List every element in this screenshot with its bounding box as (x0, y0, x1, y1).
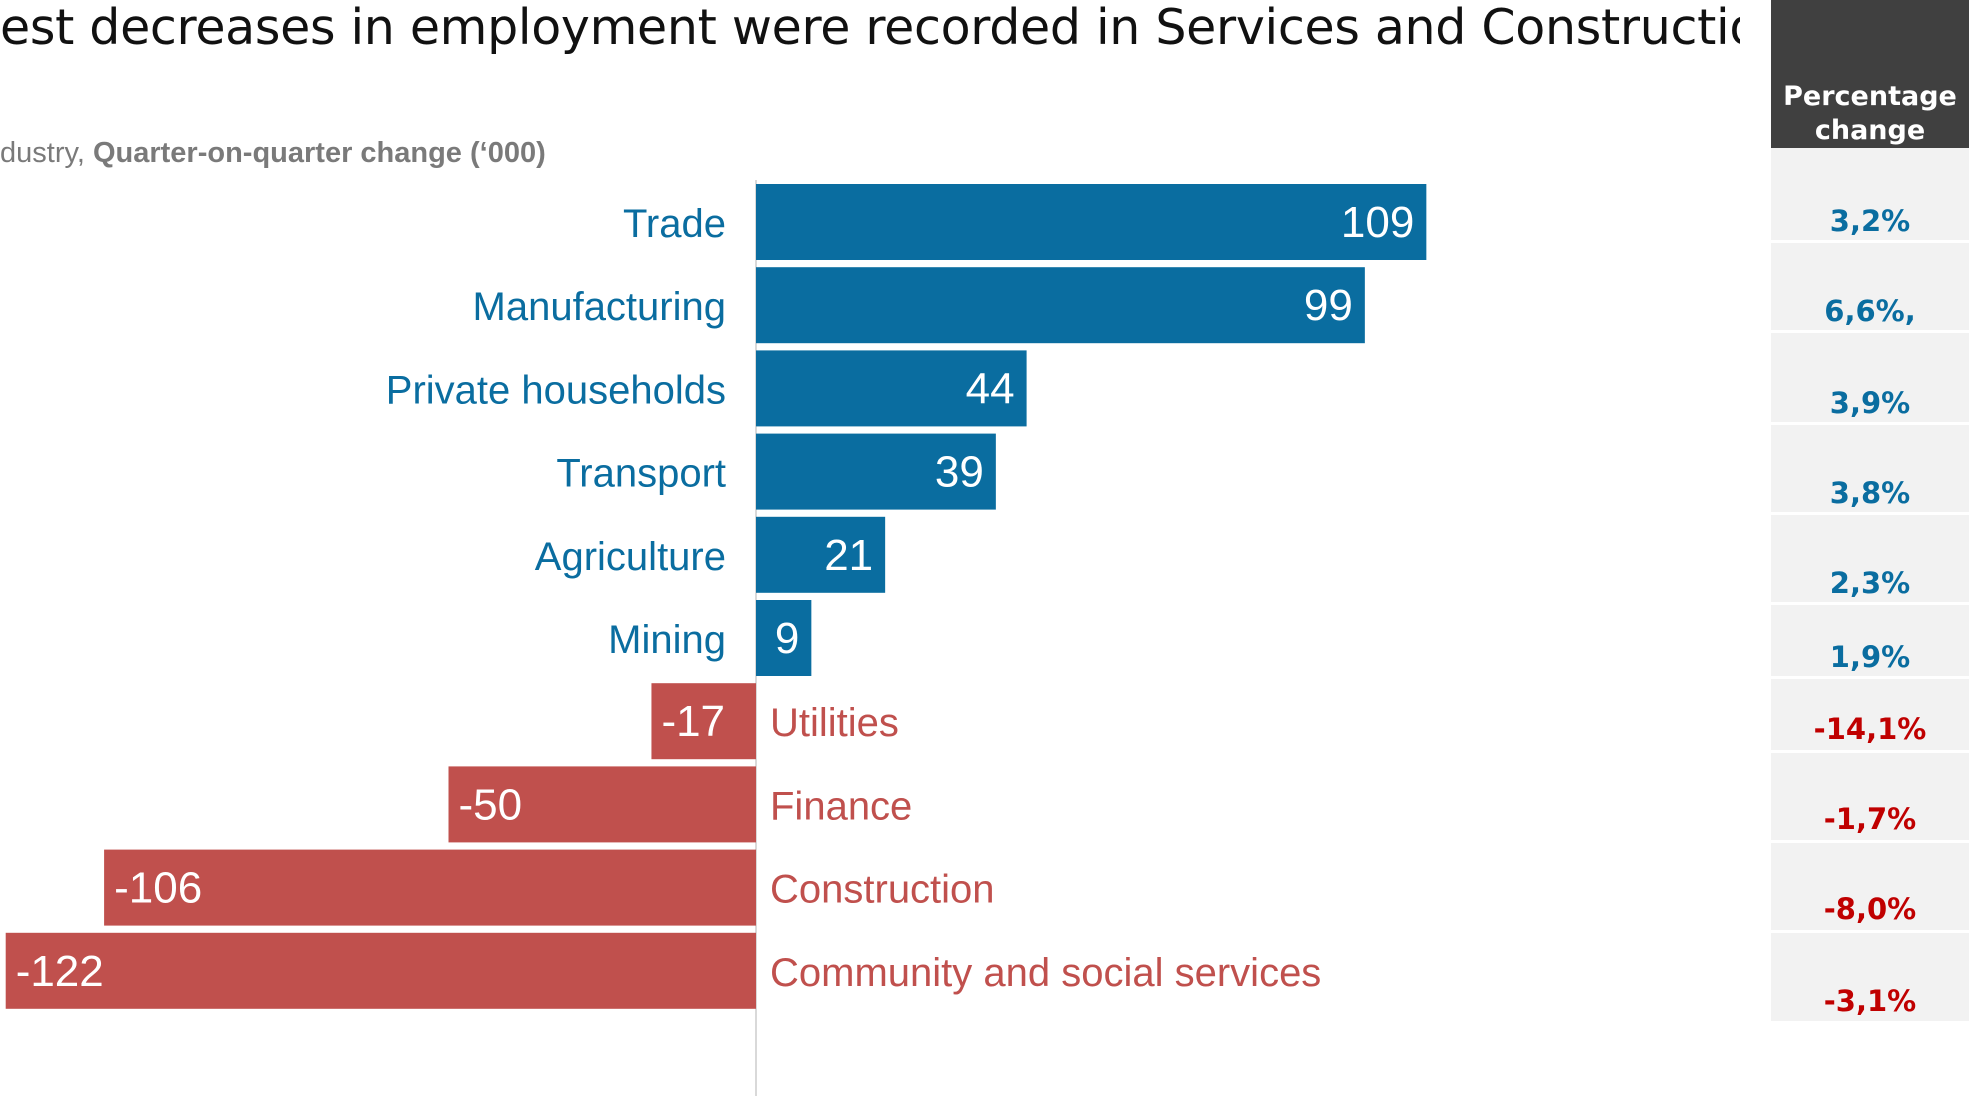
bar-chart: 109 99 44 39 21 9 -17 -50 -106-122 Trade Manufact… (5, 180, 1427, 1096)
category-label-trade: Trade (623, 202, 726, 246)
bar-construction (104, 849, 757, 926)
bar-transport (756, 433, 996, 510)
pct-row-divider (1771, 422, 1969, 425)
pct-value-agriculture: 2,3% (1829, 566, 1911, 600)
value-label-agriculture: 21 (824, 531, 873, 580)
pct-value-manufacturing: 6,6%, (1824, 294, 1916, 328)
pct-value-community-and-social-services: -3,1% (1823, 984, 1917, 1018)
pct-row-divider (1771, 512, 1969, 515)
bar-agriculture (756, 516, 886, 593)
category-label-finance: Finance (770, 784, 912, 828)
category-label-manufacturing: Manufacturing (473, 285, 726, 329)
chart-subtitle: dustry, Quarter-on-quarter change (‘000) (0, 134, 740, 172)
category-label-utilities: Utilities (770, 701, 899, 745)
pct-row-divider (1771, 240, 1969, 243)
value-label-construction: -106 (114, 864, 202, 913)
value-label-finance: -50 (459, 780, 523, 829)
value-label-utilities: -17 (661, 697, 725, 746)
value-label-private-households: 44 (966, 364, 1015, 413)
category-label-agriculture: Agriculture (535, 535, 726, 579)
pct-row-divider (1771, 602, 1969, 605)
percentage-change-header: Percentage change (1771, 0, 1969, 148)
pct-row-divider (1771, 840, 1969, 843)
value-labels-group: 109 99 44 39 21 9 -17 -50 -106-122 (16, 198, 1415, 996)
pct-value-trade: 3,2% (1829, 204, 1911, 238)
pct-value-mining: 1,9% (1829, 640, 1911, 674)
bar-community-and-social-services (5, 932, 756, 1009)
value-label-community-and-social-services: -122 (16, 947, 104, 996)
subtitle-measure: Quarter-on-quarter change (‘000) (92, 137, 546, 169)
percentage-change-panel: Percentage change 3,2% 6,6%, 3,9% 3,8% 2,3% 1… (1771, 0, 1969, 1021)
bar-utilities (651, 683, 756, 760)
header-line-1: Percentage (1783, 81, 1957, 112)
pct-value-construction: -8,0% (1823, 892, 1917, 926)
category-label-transport: Transport (556, 452, 726, 496)
bar-mining (756, 600, 812, 676)
category-labels-group: Trade Manufacturing Private households Tran… (386, 202, 1322, 995)
chart-title: est decreases in employment were recorde… (0, 0, 1740, 56)
bar-private-households (756, 350, 1027, 427)
value-label-trade: 109 (1341, 198, 1414, 247)
header-line-2: change (1814, 115, 1926, 146)
category-label-mining: Mining (608, 618, 726, 662)
category-label-community-and-social-services: Community and social services (770, 951, 1321, 995)
pct-value-finance: -1,7% (1823, 802, 1917, 836)
pct-value-transport: 3,8% (1829, 476, 1911, 510)
subtitle-prefix: dustry, (0, 137, 93, 169)
bar-manufacturing (756, 267, 1365, 344)
category-label-private-households: Private households (386, 368, 726, 412)
value-label-mining: 9 (775, 614, 799, 663)
bar-finance (448, 766, 756, 843)
category-label-construction: Construction (770, 868, 995, 912)
pct-row-divider (1771, 750, 1969, 753)
pct-row-divider (1771, 930, 1969, 933)
bar-trade (756, 184, 1427, 260)
value-label-manufacturing: 99 (1304, 281, 1353, 330)
pct-value-utilities: -14,1% (1813, 712, 1927, 746)
bars-group (5, 184, 1427, 1009)
pct-value-private-households: 3,9% (1829, 386, 1911, 420)
percentage-change-header-text: Percentage change (1771, 80, 1969, 148)
value-label-transport: 39 (935, 448, 984, 497)
pct-row-divider (1771, 330, 1969, 333)
pct-row-divider (1771, 676, 1969, 679)
